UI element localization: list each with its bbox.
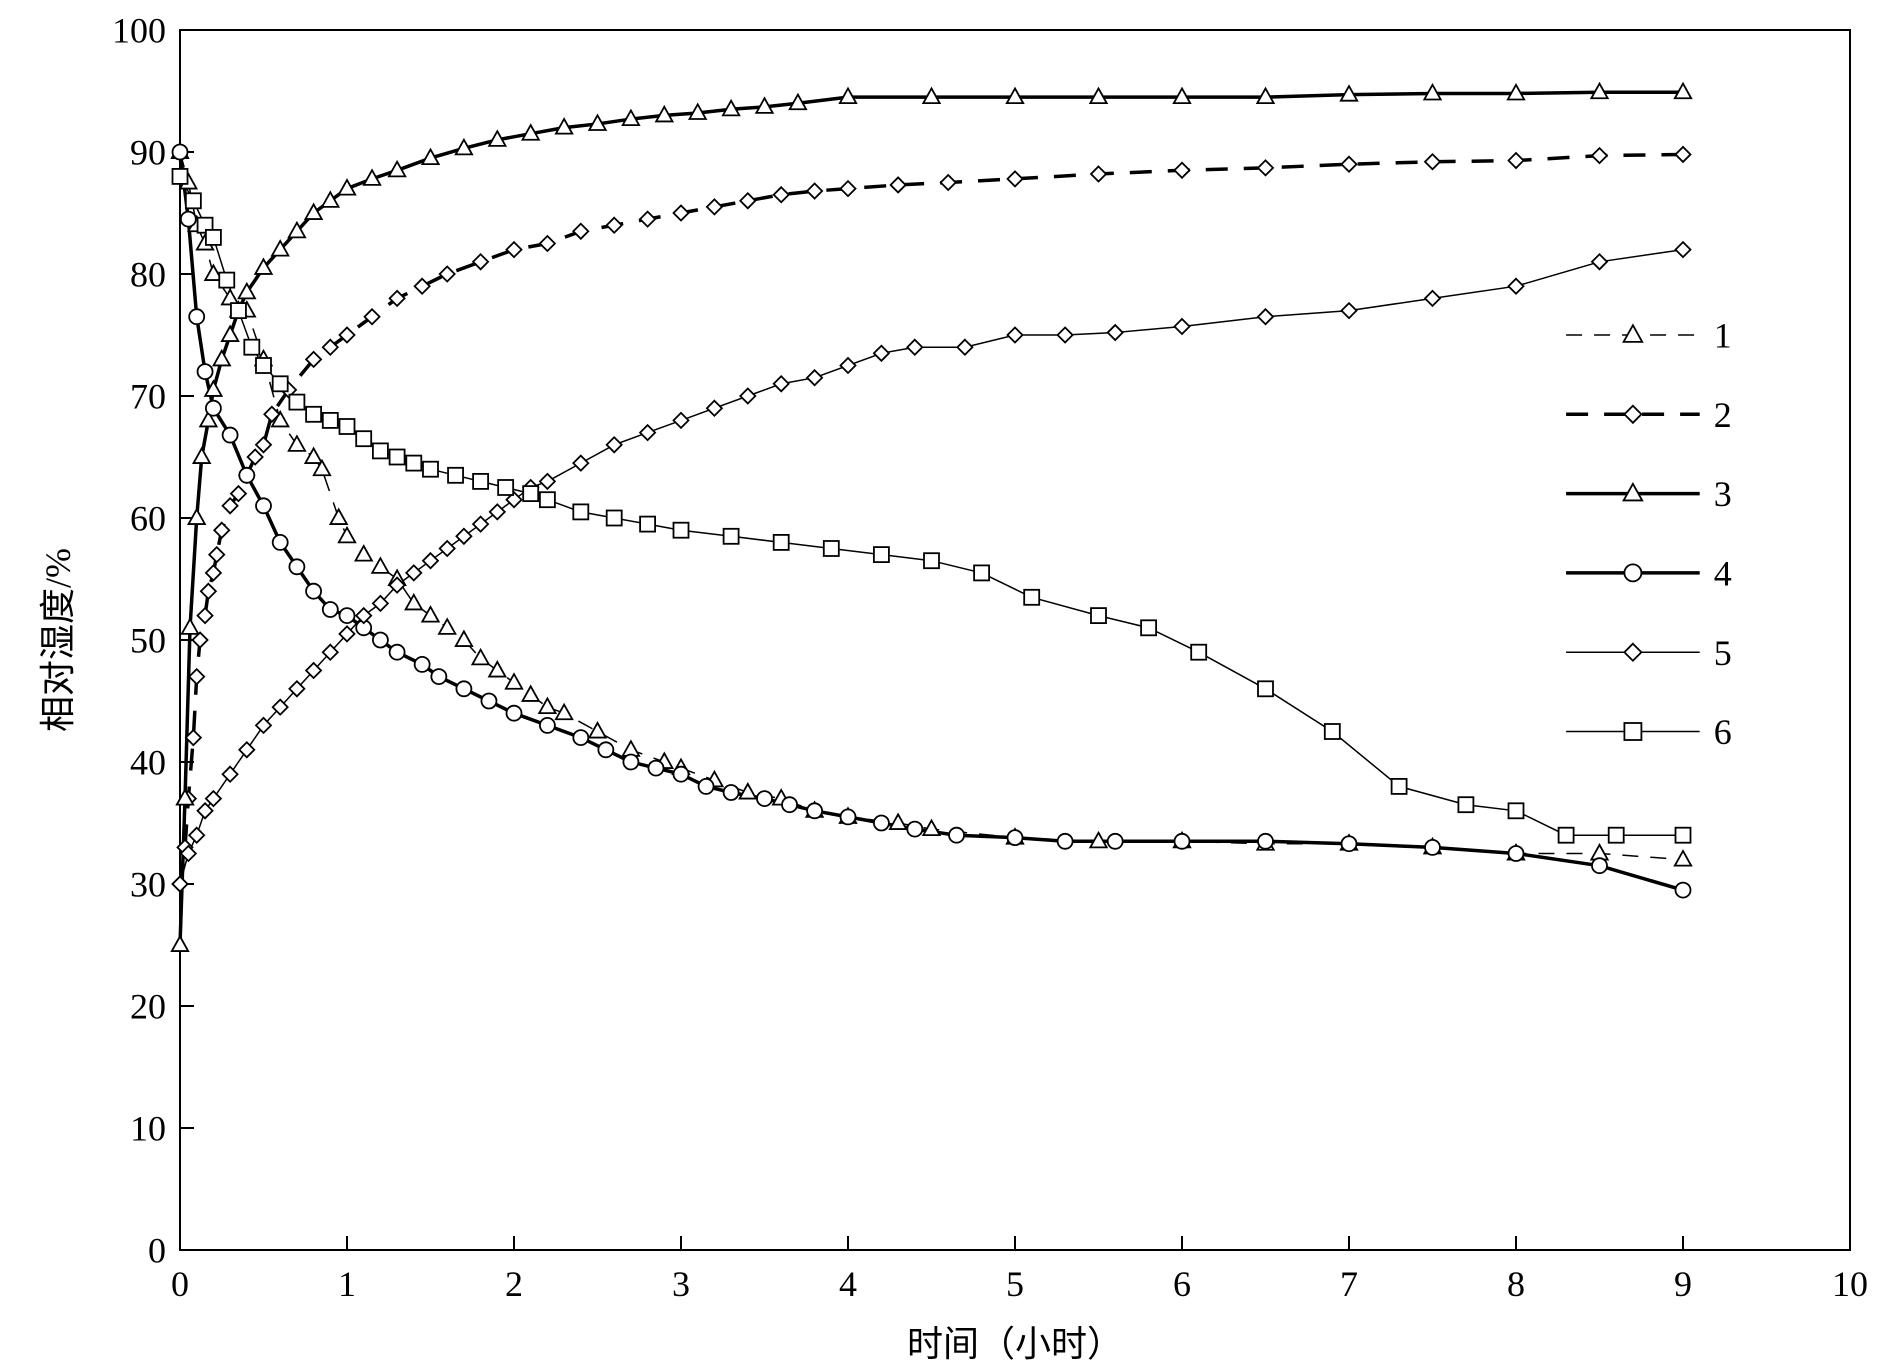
y-tick-label: 0	[148, 1231, 166, 1271]
chart-svg: 0123456789100102030405060708090100时间（小时）…	[0, 0, 1890, 1371]
x-axis-label: 时间（小时）	[907, 1324, 1123, 1364]
x-tick-label: 2	[505, 1264, 523, 1304]
y-tick-label: 40	[130, 743, 166, 783]
y-tick-label: 50	[130, 621, 166, 661]
legend-label-6: 6	[1714, 712, 1732, 752]
y-tick-label: 90	[130, 133, 166, 173]
y-tick-label: 20	[130, 987, 166, 1027]
y-tick-label: 10	[130, 1109, 166, 1149]
y-tick-label: 100	[112, 11, 166, 51]
x-tick-label: 10	[1832, 1264, 1868, 1304]
legend-label-3: 3	[1714, 474, 1732, 514]
x-tick-label: 0	[171, 1264, 189, 1304]
legend-label-5: 5	[1714, 633, 1732, 673]
x-tick-label: 9	[1674, 1264, 1692, 1304]
x-tick-label: 1	[338, 1264, 356, 1304]
legend-label-2: 2	[1714, 395, 1732, 435]
x-tick-label: 5	[1006, 1264, 1024, 1304]
x-tick-label: 3	[672, 1264, 690, 1304]
chart-container: 0123456789100102030405060708090100时间（小时）…	[0, 0, 1890, 1371]
y-tick-label: 70	[130, 377, 166, 417]
x-tick-label: 4	[839, 1264, 857, 1304]
y-tick-label: 30	[130, 865, 166, 905]
y-tick-label: 60	[130, 499, 166, 539]
legend-label-4: 4	[1714, 554, 1732, 594]
x-tick-label: 8	[1507, 1264, 1525, 1304]
x-tick-label: 6	[1173, 1264, 1191, 1304]
y-tick-label: 80	[130, 255, 166, 295]
x-tick-label: 7	[1340, 1264, 1358, 1304]
y-axis-label: 相对湿度/%	[38, 548, 78, 732]
legend-label-1: 1	[1714, 316, 1732, 356]
